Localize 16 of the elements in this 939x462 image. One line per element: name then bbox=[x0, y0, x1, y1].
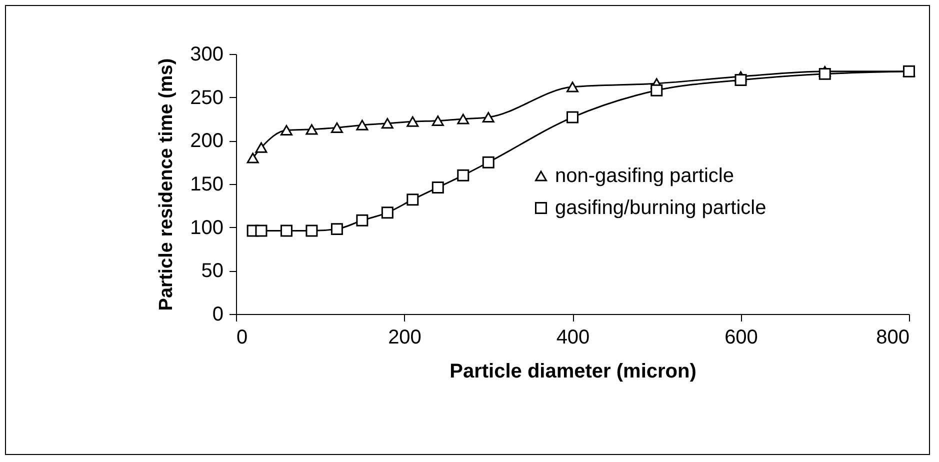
x-axis-title: Particle diameter (micron) bbox=[450, 360, 696, 382]
x-tick-label: 200 bbox=[388, 326, 422, 348]
y-tick-label: 0 bbox=[212, 304, 224, 326]
y-tick-label: 100 bbox=[190, 216, 224, 239]
x-tick-label: 600 bbox=[724, 326, 758, 348]
legend-label: gasifing/burning particle bbox=[555, 197, 766, 219]
y-axis-title: Particle residence time (ms) bbox=[156, 58, 178, 311]
x-tick-label: 0 bbox=[236, 326, 248, 348]
y-tick-label: 150 bbox=[190, 174, 224, 196]
y-tick-label: 50 bbox=[201, 260, 224, 282]
y-tick-label: 300 bbox=[190, 44, 224, 66]
legend-label: non-gasifing particle bbox=[555, 165, 734, 187]
x-tick-label: 400 bbox=[556, 326, 590, 348]
y-tick-label: 200 bbox=[190, 130, 224, 152]
x-tick-label: 800 bbox=[876, 326, 910, 348]
y-tick-label: 250 bbox=[190, 86, 224, 109]
